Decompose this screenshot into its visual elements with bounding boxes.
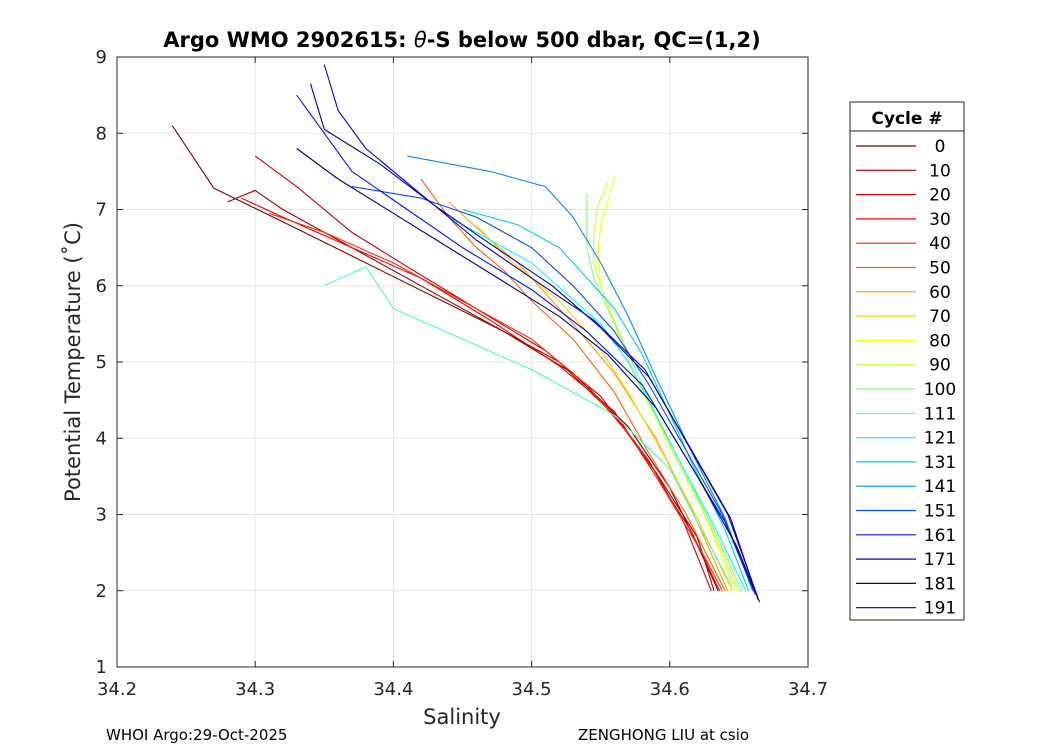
title-part-1: Argo WMO 2902615: xyxy=(163,28,414,52)
legend-label: 181 xyxy=(924,574,956,594)
y-tick-label: 3 xyxy=(96,505,107,526)
legend-label: 111 xyxy=(924,404,956,424)
y-tick-label: 8 xyxy=(96,123,107,144)
legend-label: 191 xyxy=(924,599,956,619)
y-tick-label: 2 xyxy=(96,581,107,602)
legend-box xyxy=(849,101,965,621)
series-line-cycle-191 xyxy=(296,148,761,603)
legend-label: 50 xyxy=(929,259,951,279)
y-tick-label: 4 xyxy=(96,428,107,449)
x-tick-label: 34.7 xyxy=(788,679,828,700)
series-line-cycle-181 xyxy=(309,83,759,601)
x-tick-label: 34.6 xyxy=(650,679,690,700)
series-line-cycle-100 xyxy=(586,194,743,592)
series-line-cycle-30 xyxy=(241,197,721,592)
chart-title: Argo WMO 2902615: θ-S below 500 dbar, QC… xyxy=(163,28,760,52)
y-tick-label: 9 xyxy=(96,47,107,68)
y-tick-label: 6 xyxy=(96,276,107,297)
legend-label: 141 xyxy=(924,477,956,497)
legend-label: 171 xyxy=(924,550,956,570)
legend-label: 20 xyxy=(929,186,951,206)
ticks: 34.2 34.3 34.4 34.5 34.6 34.7 1 2 3 4 5 6 7 8 9 xyxy=(96,47,828,700)
x-tick-label: 34.3 xyxy=(235,679,275,700)
legend-label: 40 xyxy=(929,234,951,254)
series-group xyxy=(171,64,761,603)
footer-right: ZENGHONG LIU at csio xyxy=(578,726,749,744)
legend-label: 121 xyxy=(924,429,956,449)
y-tick-label: 7 xyxy=(96,200,107,221)
legend-label: 161 xyxy=(924,526,956,546)
series-line-cycle-121 xyxy=(448,216,747,592)
legend-label: 151 xyxy=(924,502,956,522)
title-part-2: -S below 500 dbar, QC=(1,2) xyxy=(427,28,761,52)
series-line-cycle-10 xyxy=(227,189,715,591)
series-line-cycle-151 xyxy=(351,186,754,588)
y-tick-label: 1 xyxy=(96,657,107,678)
y-axis-label: Potential Temperature (˚C) xyxy=(61,222,85,502)
series-line-cycle-111 xyxy=(324,266,733,588)
x-tick-label: 34.5 xyxy=(512,679,552,700)
legend-label: 70 xyxy=(929,307,951,327)
legend-label: 100 xyxy=(924,380,956,400)
series-line-cycle-50 xyxy=(420,178,726,592)
legend: Cycle # 0 10 20 30 40 50 60 70 80 90 100 111 121 131 1… xyxy=(849,101,965,621)
x-axis-label: Salinity xyxy=(423,705,501,729)
legend-label: 0 xyxy=(935,137,946,157)
title-theta: θ xyxy=(414,28,427,52)
series-line-cycle-90 xyxy=(593,182,740,592)
legend-label: 30 xyxy=(929,210,951,230)
legend-label: 90 xyxy=(929,356,951,376)
footer-left: WHOI Argo:29-Oct-2025 xyxy=(106,726,287,744)
series-line-cycle-141 xyxy=(407,155,754,591)
y-tick-label: 5 xyxy=(96,352,107,373)
legend-title: Cycle # xyxy=(871,109,942,129)
legend-label: 10 xyxy=(929,161,951,181)
series-line-cycle-70 xyxy=(475,224,733,592)
legend-label: 80 xyxy=(929,331,951,351)
x-tick-label: 34.2 xyxy=(97,679,137,700)
x-tick-label: 34.4 xyxy=(373,679,413,700)
legend-label: 131 xyxy=(924,453,956,473)
series-line-cycle-40 xyxy=(268,212,723,592)
legend-label: 60 xyxy=(929,283,951,303)
